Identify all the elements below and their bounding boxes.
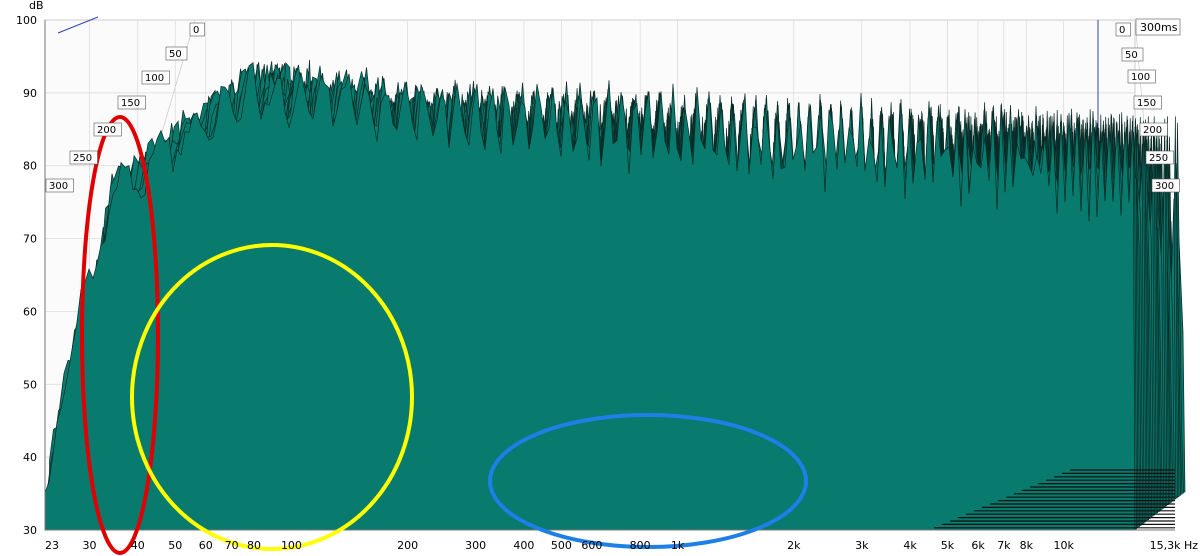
time-tick-box xyxy=(93,122,122,137)
x-tick-label: 30 xyxy=(83,539,97,552)
waterfall-surface xyxy=(44,59,1186,531)
x-tick-label: 4k xyxy=(903,539,917,552)
x-tick-label: 40 xyxy=(131,539,145,552)
axes xyxy=(44,20,1175,531)
time-tick-label-right: 200 xyxy=(1143,125,1162,136)
x-tick-label: 5k xyxy=(941,539,955,552)
time-tick-box xyxy=(1139,122,1168,137)
time-tick-box xyxy=(189,22,205,37)
time-tick-box xyxy=(1127,69,1156,84)
annotation-ellipse xyxy=(80,115,160,555)
x-tick-label: 7k xyxy=(997,539,1011,552)
x-tick-label: 400 xyxy=(513,539,534,552)
time-tick-box xyxy=(165,46,188,61)
x-tick-label: 80 xyxy=(247,539,261,552)
x-tick-label: 100 xyxy=(281,539,302,552)
time-tick-box xyxy=(1133,95,1162,110)
time-tick-label-right: 150 xyxy=(1137,98,1156,109)
marker-line xyxy=(57,16,99,34)
x-tick-label: 800 xyxy=(630,539,651,552)
x-tick-label: 200 xyxy=(397,539,418,552)
time-tick-box xyxy=(1145,150,1174,165)
annotations xyxy=(80,115,808,555)
time-tick-label-left: 250 xyxy=(73,153,92,164)
y-tick-label: 60 xyxy=(23,305,37,318)
waterfall-slice xyxy=(44,62,1136,531)
time-tick-label-left: 0 xyxy=(193,25,199,36)
y-tick-label: 100 xyxy=(16,14,37,27)
x-tick-label: 60 xyxy=(199,539,213,552)
time-tick-box xyxy=(141,70,170,85)
x-tick-label: 3k xyxy=(855,539,869,552)
time-tick-box xyxy=(1115,22,1131,37)
time-tick-box xyxy=(69,150,98,165)
y-tick-label: 40 xyxy=(23,451,37,464)
time-tick-box xyxy=(45,178,74,193)
time-tick-label-left: 50 xyxy=(169,49,182,60)
x-tick-label: 10k xyxy=(1053,539,1074,552)
tick-labels: 30 40 50 60 70 80 90 100 23 30 40 50 60 70 80 100 200 300… xyxy=(16,14,1198,552)
annotation-ellipse xyxy=(130,243,414,551)
x-tick-label: 500 xyxy=(551,539,572,552)
y-unit-label: dB xyxy=(29,0,44,12)
x-tick-label: 15,3k Hz xyxy=(1150,539,1199,552)
time-tick-label-right: 250 xyxy=(1149,153,1168,164)
x-tick-label: 300 xyxy=(465,539,486,552)
x-tick-label: 50 xyxy=(168,539,182,552)
y-tick-label: 90 xyxy=(23,87,37,100)
time-tick-label-left: 300 xyxy=(49,181,68,192)
x-tick-label: 600 xyxy=(581,539,602,552)
y-tick-label: 70 xyxy=(23,233,37,246)
x-tick-label: 1k xyxy=(671,539,685,552)
x-tick-label: 8k xyxy=(1020,539,1034,552)
y-tick-label: 80 xyxy=(23,160,37,173)
time-tick-label-left: 100 xyxy=(145,73,164,84)
time-tick-label-right: 0 xyxy=(1119,25,1125,36)
x-tick-label: 23 xyxy=(45,539,59,552)
annotation-ellipse xyxy=(488,413,808,549)
time-tick-box xyxy=(117,95,146,110)
time-unit-box: 300ms xyxy=(1135,18,1181,36)
time-tick-label-right: 50 xyxy=(1125,50,1138,61)
time-tick-label-left: 200 xyxy=(97,125,116,136)
x-tick-label: 6k xyxy=(971,539,985,552)
time-tick-label-left: 150 xyxy=(121,98,140,109)
time-unit-label: 300ms xyxy=(1140,21,1178,34)
y-tick-label: 50 xyxy=(23,378,37,391)
time-tick-label-right: 100 xyxy=(1131,72,1150,83)
time-tick-box xyxy=(1121,47,1144,62)
y-tick-label: 30 xyxy=(23,524,37,537)
x-tick-label: 70 xyxy=(225,539,239,552)
time-tick-label-right: 300 xyxy=(1155,181,1174,192)
time-tick-box xyxy=(1151,178,1180,193)
x-tick-label: 2k xyxy=(787,539,801,552)
